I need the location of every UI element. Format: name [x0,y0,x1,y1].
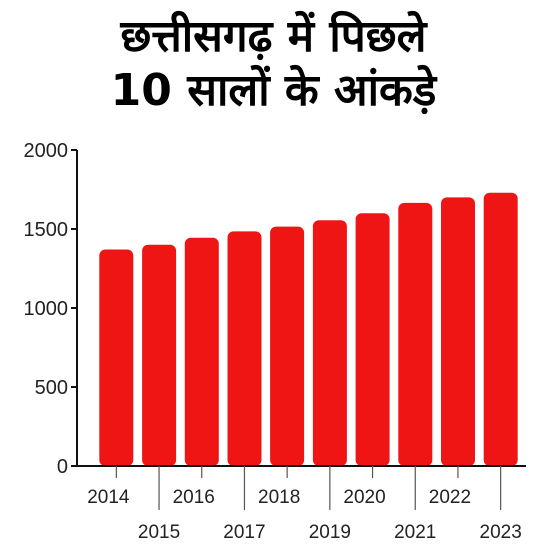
bar-2023 [483,192,518,466]
x-tick-label-2018: 2018 [258,487,300,508]
y-tick-label: 500 [35,377,68,399]
x-tick-label-2021: 2021 [394,522,436,543]
bar-2016 [184,237,219,466]
bar-2014 [99,249,134,466]
chart-title-line-2: 10 सालों के आंकड़े [110,65,437,116]
x-tick-label-2019: 2019 [309,522,351,543]
bar-2018 [270,226,305,466]
bar-2022 [441,197,475,466]
y-tick-label: 1000 [24,298,69,320]
y-tick-label: 2000 [24,140,69,162]
chart-title: छत्तीसगढ़ में पिछले 10 सालों के आंकड़े [0,10,547,118]
x-tick-label-2015: 2015 [138,522,180,543]
x-tick-label-2014: 2014 [87,487,130,508]
y-tick-label: 1500 [24,219,69,241]
bar-2019 [312,220,347,466]
bar-2015 [142,244,177,466]
chart-title-line-1: छत्तीसगढ़ में पिछले [120,11,427,62]
x-tick-label-2020: 2020 [343,487,385,508]
x-tick-label-2022: 2022 [429,487,471,508]
x-tick-label-2023: 2023 [480,522,522,543]
x-tick-label-2016: 2016 [173,487,215,508]
bar-2021 [398,202,433,466]
bar-2017 [227,231,262,466]
y-tick-label: 0 [57,456,68,478]
bar-2020 [355,213,390,466]
x-tick-label-2017: 2017 [223,522,265,543]
